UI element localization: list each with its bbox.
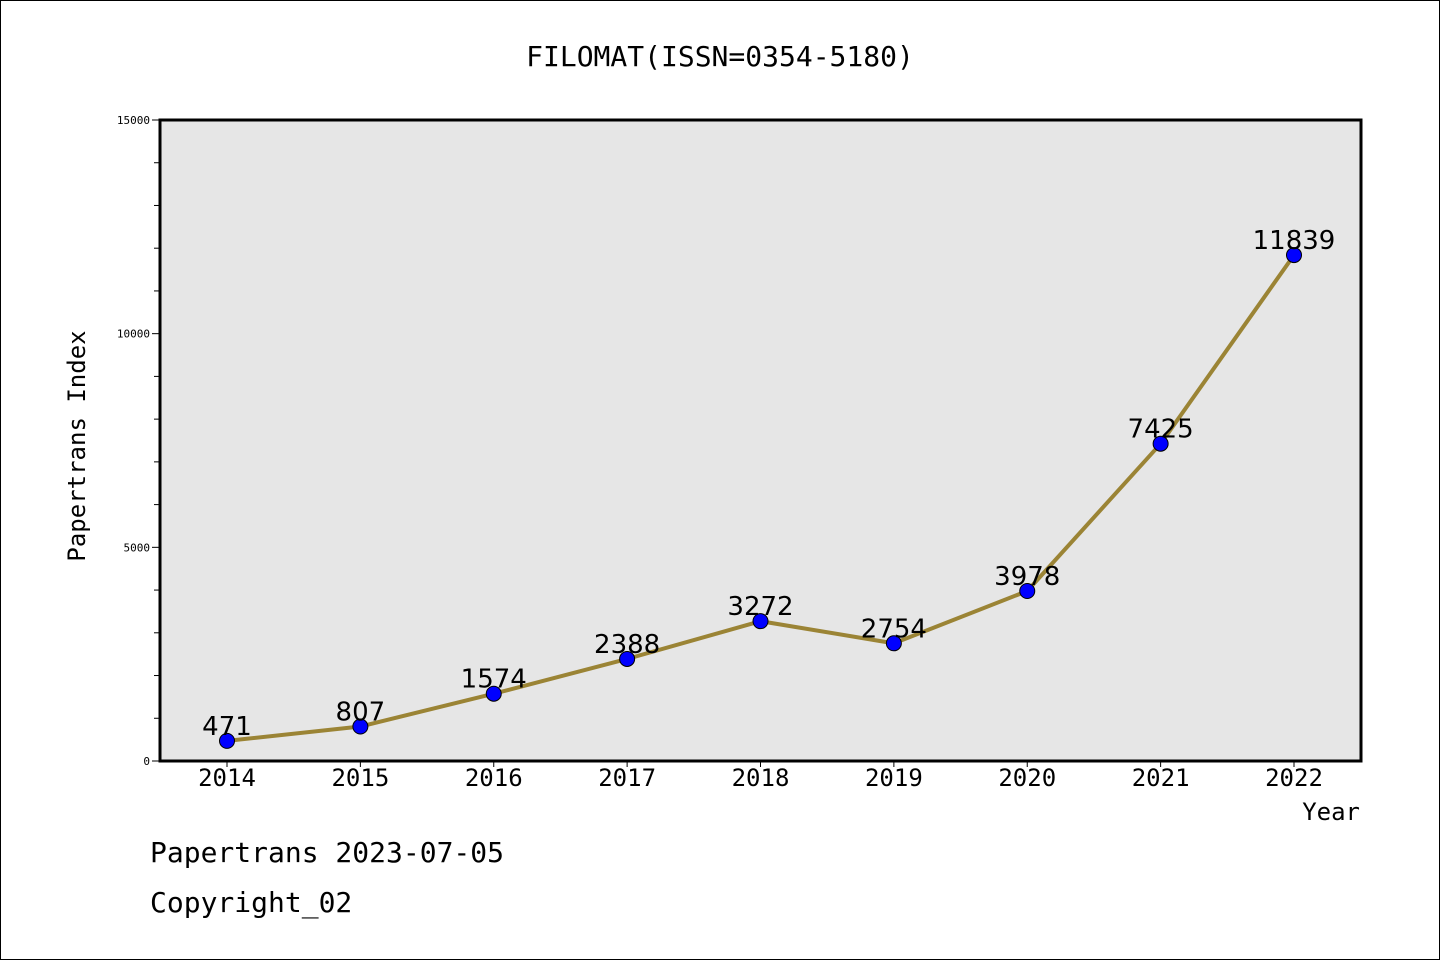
x-tick-label: 2018 xyxy=(732,764,790,792)
y-tick-label: 5000 xyxy=(124,541,151,554)
data-label: 3272 xyxy=(727,592,793,622)
x-tick-label: 2017 xyxy=(598,764,656,792)
data-label: 807 xyxy=(336,698,386,728)
footer-copyright: Copyright_02 xyxy=(150,886,353,919)
footer-date: Papertrans 2023-07-05 xyxy=(150,836,505,869)
data-point xyxy=(485,685,502,702)
data-point xyxy=(619,650,636,667)
x-tick-label: 2016 xyxy=(465,764,523,792)
x-tick-label: 2014 xyxy=(198,764,256,792)
y-axis-label: Papertrans Index xyxy=(63,330,91,561)
data-label: 1574 xyxy=(461,665,527,695)
data-point xyxy=(752,613,769,630)
data-label: 7425 xyxy=(1128,415,1194,445)
data-label: 2388 xyxy=(594,630,660,660)
x-tick-label: 2020 xyxy=(998,764,1056,792)
y-tick-label: 0 xyxy=(143,755,150,768)
data-labels: 471 807 1574 2388 3272 2754 3978 7425 11839 xyxy=(202,226,1335,742)
y-axis: 0 5000 10000 15000 xyxy=(117,114,160,768)
x-tick-label: 2015 xyxy=(331,764,389,792)
chart-title: FILOMAT(ISSN=0354-5180) xyxy=(526,40,914,73)
data-point xyxy=(352,718,369,735)
data-label: 2754 xyxy=(861,614,927,644)
series xyxy=(219,247,1302,749)
y-tick-label: 15000 xyxy=(117,114,150,127)
data-label: 3978 xyxy=(994,562,1060,592)
data-label: 11839 xyxy=(1253,226,1336,256)
x-axis: 2014 2015 2016 2017 2018 2019 2020 2021 2022 xyxy=(198,761,1323,792)
x-tick-label: 2022 xyxy=(1265,764,1323,792)
x-tick-label: 2019 xyxy=(865,764,923,792)
data-point xyxy=(219,732,235,749)
x-axis-label: Year xyxy=(1302,798,1360,826)
y-tick-label: 10000 xyxy=(117,328,150,341)
data-point xyxy=(1152,435,1169,452)
data-point xyxy=(885,635,902,652)
data-point xyxy=(1286,247,1302,264)
x-tick-label: 2021 xyxy=(1132,764,1190,792)
data-label: 471 xyxy=(202,712,252,742)
data-point xyxy=(1019,583,1036,600)
